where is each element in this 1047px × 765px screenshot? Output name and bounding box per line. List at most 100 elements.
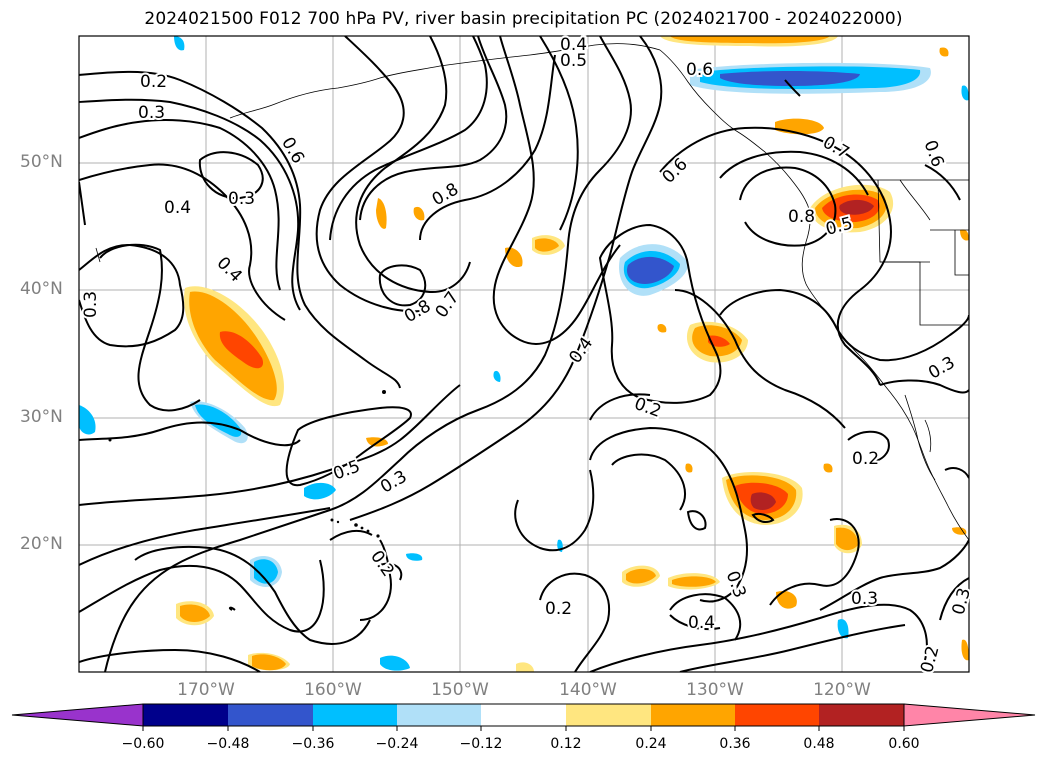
pv-contour <box>769 518 860 606</box>
coastlines <box>95 43 969 541</box>
pv-contour <box>819 539 969 611</box>
contour-label: 0.6 <box>920 138 948 170</box>
pv-contour <box>589 393 651 421</box>
contour-label: 0.3 <box>377 467 410 498</box>
colorbar-tick-label: 0.36 <box>719 736 751 752</box>
pv-contour <box>847 430 890 463</box>
pv-contour <box>228 606 236 611</box>
pv-contour <box>598 223 722 404</box>
contour-label: 0.4 <box>688 613 715 633</box>
small-islands <box>108 390 386 538</box>
pv-contour <box>674 289 846 429</box>
contour-label: 0.2 <box>917 644 943 675</box>
map-title: 2024021500 F012 700 hPa PV, river basin … <box>144 9 903 29</box>
pv-contour <box>669 593 742 641</box>
pv-contour <box>379 562 403 581</box>
lon-label: 140°W <box>559 680 617 700</box>
pv-contour <box>359 36 508 221</box>
contour-label: 0.3 <box>925 353 958 384</box>
lat-label: 40°N <box>20 279 63 299</box>
contour-label: 0.2 <box>366 547 398 581</box>
contour-label: 0.3 <box>81 291 101 318</box>
lon-label: 160°W <box>304 680 362 700</box>
contour-label: 0.5 <box>560 51 587 71</box>
pv-contour <box>79 421 301 447</box>
pv-contour <box>79 507 331 566</box>
pv-contour <box>589 603 928 672</box>
colorbar-extend-right <box>903 703 1036 727</box>
colorbar-segment <box>228 704 313 726</box>
pv-contour <box>79 384 461 506</box>
contour-label: 0.3 <box>138 103 165 123</box>
colorbar-tick-label: −0.36 <box>291 736 335 752</box>
contour-label: 0.3 <box>722 568 750 600</box>
pv-contour <box>944 467 969 479</box>
pv-contour <box>939 577 969 621</box>
colorbar-tick-label: 0.48 <box>803 736 835 752</box>
map-frame <box>78 35 970 673</box>
pv-contour <box>104 36 632 672</box>
contour-label: 0.4 <box>164 198 191 218</box>
colorbar-segment <box>651 704 735 726</box>
pv-contour <box>79 181 86 226</box>
colorbar-tick-label: −0.60 <box>121 736 165 752</box>
pv-contour <box>669 614 721 631</box>
pv-contour <box>285 406 412 487</box>
colorbar-segment <box>143 704 228 726</box>
pv-contour <box>134 545 371 645</box>
pv-contour <box>79 648 261 672</box>
pv-contour <box>719 150 869 196</box>
lon-label: 150°W <box>431 680 489 700</box>
colorbar-tick-label: −0.48 <box>206 736 250 752</box>
pv-contour <box>589 426 748 603</box>
contour-label: 0.7 <box>819 132 852 163</box>
contour-label: 0.6 <box>686 60 713 80</box>
pv-contour <box>751 512 775 524</box>
lon-label: 130°W <box>686 680 744 700</box>
pv-contour <box>315 36 431 313</box>
colorbar-tick-label: −0.24 <box>375 736 419 752</box>
colorbar-tick-label: 0.60 <box>888 736 920 752</box>
pv-contour <box>539 36 579 231</box>
pv-contour <box>419 54 556 241</box>
contour-label: 0.2 <box>545 599 572 619</box>
contour-label: 0.4 <box>213 253 246 286</box>
pv-contour <box>679 624 906 672</box>
pv-contour <box>924 164 961 201</box>
colorbar-tick-label: −0.12 <box>459 736 503 752</box>
contour-label: 0.6 <box>277 134 308 167</box>
contour-label: 0.8 <box>401 296 434 327</box>
contour-label: 0.4 <box>565 334 597 368</box>
pv-contour <box>79 163 286 321</box>
lon-label: 120°W <box>813 680 871 700</box>
pv-contour <box>659 126 892 386</box>
precip-shading <box>79 36 969 672</box>
colorbar <box>11 703 1036 731</box>
pv-contour <box>514 469 595 552</box>
lat-label: 50°N <box>20 152 63 172</box>
pv-contour <box>686 510 707 531</box>
pv-contour <box>739 166 837 247</box>
colorbar-segment <box>566 704 651 726</box>
pv-contour <box>79 559 325 633</box>
pv-contour <box>539 572 610 672</box>
pv-contour <box>879 379 969 394</box>
colorbar-extend-left <box>11 703 144 727</box>
pv-contour <box>355 36 471 294</box>
lat-label: 20°N <box>20 534 63 554</box>
pv-contour <box>784 79 801 97</box>
colorbar-segment <box>397 704 481 726</box>
contour-label: 0.4 <box>560 35 587 55</box>
pv-contour <box>79 70 401 389</box>
pv-contour <box>79 98 301 311</box>
lat-label: 30°N <box>20 407 63 427</box>
pv-contour <box>359 539 392 621</box>
contour-label: 0.7 <box>432 288 464 322</box>
colorbar-tick-label: 0.24 <box>635 736 667 752</box>
colorbar-segment <box>481 704 566 726</box>
contour-label: 0.8 <box>788 207 815 227</box>
pv-contour <box>198 151 264 200</box>
colorbar-tick-label: 0.12 <box>550 736 582 752</box>
contour-label: 0.6 <box>659 154 692 187</box>
pv-contours <box>79 36 969 672</box>
